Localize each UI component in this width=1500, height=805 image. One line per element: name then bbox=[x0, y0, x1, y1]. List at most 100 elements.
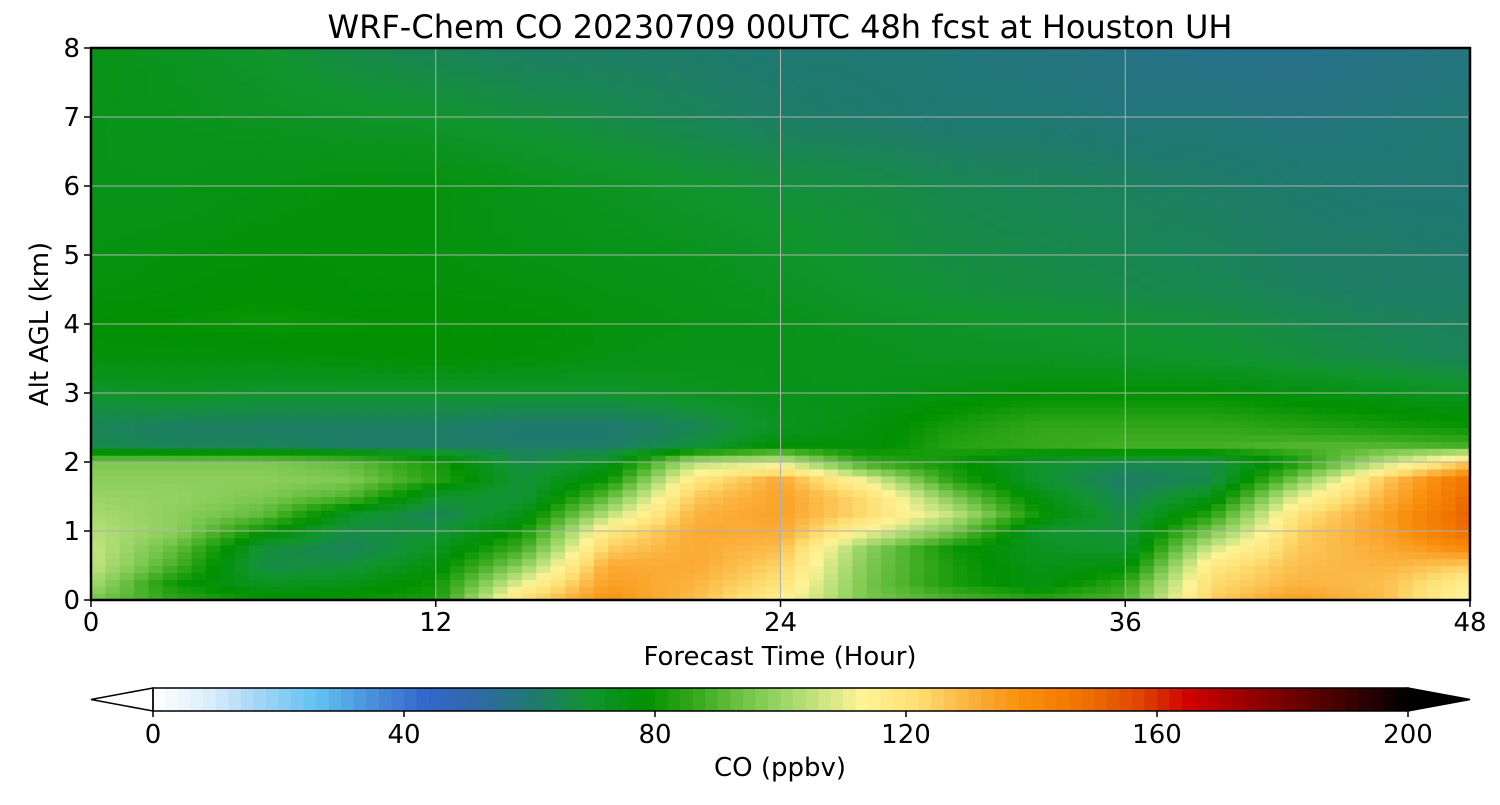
heatmap-cell bbox=[162, 379, 178, 387]
heatmap-cell bbox=[579, 261, 595, 270]
heatmap-cell bbox=[981, 510, 997, 518]
heatmap-cell bbox=[378, 358, 394, 366]
heatmap-cell bbox=[881, 427, 897, 435]
heatmap-cell bbox=[306, 510, 322, 518]
heatmap-cell bbox=[1426, 427, 1442, 435]
heatmap-cell bbox=[306, 372, 322, 380]
heatmap-cell bbox=[1369, 324, 1385, 332]
heatmap-cell bbox=[593, 531, 609, 539]
heatmap-cell bbox=[766, 441, 782, 449]
heatmap-cell bbox=[1412, 406, 1428, 415]
heatmap-cell bbox=[565, 406, 580, 415]
heatmap-cell bbox=[1024, 413, 1040, 422]
heatmap-cell bbox=[392, 289, 408, 297]
heatmap-cell bbox=[1369, 365, 1385, 373]
heatmap-cell bbox=[1010, 455, 1026, 463]
heatmap-cell bbox=[608, 441, 624, 449]
heatmap-cell bbox=[234, 303, 250, 311]
heatmap-cell bbox=[306, 261, 322, 270]
heatmap-cell bbox=[1197, 427, 1213, 435]
heatmap-cell bbox=[234, 365, 250, 373]
heatmap-cell bbox=[521, 448, 537, 456]
heatmap-cell bbox=[1355, 455, 1371, 463]
heatmap-cell bbox=[1082, 448, 1098, 456]
heatmap-cell bbox=[1383, 503, 1399, 511]
heatmap-cell bbox=[1225, 406, 1241, 415]
heatmap-cell bbox=[708, 255, 724, 263]
heatmap-cell bbox=[292, 399, 308, 408]
heatmap-cell bbox=[1168, 496, 1184, 504]
heatmap-cell bbox=[306, 489, 322, 498]
heatmap-cell bbox=[1010, 489, 1026, 498]
heatmap-cell bbox=[263, 317, 279, 325]
heatmap-cell bbox=[1010, 482, 1026, 491]
heatmap-cell bbox=[1283, 544, 1299, 553]
heatmap-cell bbox=[162, 489, 178, 498]
heatmap-cell bbox=[780, 365, 796, 373]
heatmap-cell bbox=[1283, 475, 1299, 484]
heatmap-cell bbox=[306, 275, 322, 284]
heatmap-cell bbox=[952, 572, 968, 580]
heatmap-cell bbox=[593, 379, 609, 387]
heatmap-cell bbox=[1355, 544, 1371, 553]
heatmap-cell bbox=[565, 248, 580, 256]
heatmap-cell bbox=[105, 503, 121, 511]
heatmap-cell bbox=[723, 496, 738, 504]
heatmap-cell bbox=[694, 261, 710, 270]
heatmap-cell bbox=[694, 413, 710, 422]
heatmap-cell bbox=[823, 558, 839, 567]
heatmap-cell bbox=[249, 531, 264, 539]
heatmap-cell bbox=[91, 462, 106, 470]
heatmap-cell bbox=[292, 565, 308, 573]
heatmap-cell bbox=[177, 537, 193, 546]
heatmap-cell bbox=[1268, 579, 1284, 587]
heatmap-cell bbox=[450, 462, 466, 470]
heatmap-cell bbox=[320, 255, 336, 263]
heatmap-cell bbox=[579, 282, 595, 291]
heatmap-cell bbox=[1096, 261, 1112, 270]
heatmap-cell bbox=[608, 337, 624, 346]
heatmap-cell bbox=[407, 427, 422, 435]
heatmap-cell bbox=[881, 496, 897, 504]
heatmap-cell bbox=[349, 268, 365, 277]
heatmap-cell bbox=[162, 496, 178, 504]
heatmap-cell bbox=[234, 358, 250, 366]
heatmap-cell bbox=[952, 475, 968, 484]
heatmap-cell bbox=[780, 489, 796, 498]
heatmap-cell bbox=[306, 517, 322, 525]
heatmap-cell bbox=[435, 372, 451, 380]
heatmap-cell bbox=[421, 317, 437, 325]
heatmap-cell bbox=[220, 420, 236, 429]
heatmap-cell bbox=[665, 268, 681, 277]
heatmap-cell bbox=[249, 261, 264, 270]
heatmap-cell bbox=[493, 434, 509, 442]
heatmap-cell bbox=[766, 593, 782, 601]
heatmap-cell bbox=[981, 434, 997, 442]
heatmap-cell bbox=[1010, 337, 1026, 346]
heatmap-cell bbox=[1197, 324, 1213, 332]
heatmap-cell bbox=[1383, 282, 1399, 291]
heatmap-cell bbox=[550, 537, 566, 546]
heatmap-cell bbox=[1398, 475, 1414, 484]
heatmap-cell bbox=[651, 399, 667, 408]
heatmap-cell bbox=[550, 337, 566, 346]
heatmap-cell bbox=[679, 524, 695, 532]
heatmap-cell bbox=[809, 579, 825, 587]
heatmap-cell bbox=[608, 282, 624, 291]
heatmap-cell bbox=[938, 324, 954, 332]
heatmap-cell bbox=[1441, 558, 1457, 567]
heatmap-cell bbox=[852, 379, 868, 387]
heatmap-cell bbox=[809, 372, 825, 380]
heatmap-cell bbox=[1340, 248, 1356, 256]
heatmap-cell bbox=[91, 455, 106, 463]
heatmap-cell bbox=[478, 427, 494, 435]
heatmap-cell bbox=[852, 537, 868, 546]
heatmap-cell bbox=[1383, 462, 1399, 470]
heatmap-cell bbox=[1225, 261, 1241, 270]
heatmap-cell bbox=[766, 358, 782, 366]
heatmap-cell bbox=[608, 593, 624, 601]
heatmap-cell bbox=[263, 434, 279, 442]
heatmap-cell bbox=[1355, 579, 1371, 587]
heatmap-cell bbox=[1082, 427, 1098, 435]
heatmap-cell bbox=[234, 296, 250, 304]
